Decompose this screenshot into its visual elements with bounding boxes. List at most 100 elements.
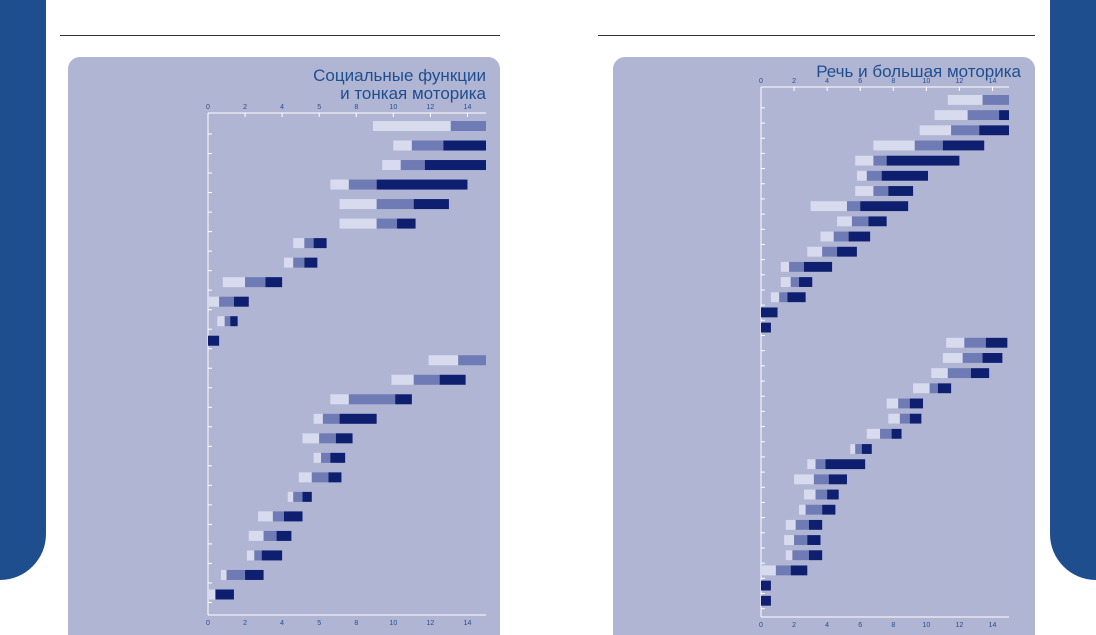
left-chart-bar-dark <box>261 550 283 561</box>
left-chart-bar-dark <box>233 296 249 307</box>
right-chart-x-tick-top: 4 <box>825 78 829 85</box>
left-chart-bar-mid <box>411 140 444 151</box>
left-chart-bar-light <box>283 257 294 268</box>
left-chart-bar-light <box>372 121 451 131</box>
right-chart-x-tick-bottom: 6 <box>858 622 862 629</box>
right-chart-title: Речь и большая моторика <box>816 62 1021 81</box>
right-chart-bar-dark <box>909 413 922 424</box>
left-chart-x-tick-top: 8 <box>354 104 358 111</box>
right-chart-bar-dark <box>860 201 909 212</box>
right-chart-x-tick-bottom: 4 <box>825 622 829 629</box>
right-chart-bar-mid <box>866 170 882 181</box>
left-chart-bar-mid <box>263 530 277 541</box>
right-chart-bar-dark <box>761 595 771 606</box>
right-chart-bar-mid <box>815 489 828 500</box>
left-chart-bar-mid <box>376 218 398 229</box>
left-chart-bar-dark <box>328 472 342 483</box>
left-chart-bar-dark <box>230 316 238 327</box>
right-chart-bar-light <box>799 504 806 515</box>
left-chart-bar-mid <box>376 199 414 210</box>
right-chart-bar-dark <box>868 216 887 227</box>
right-chart-bar-light <box>947 95 983 105</box>
left-chart-bar-light <box>287 491 294 502</box>
right-chart-bar-dark <box>886 155 960 166</box>
right-chart-bar-dark <box>761 580 771 591</box>
right-chart-bar-light <box>886 398 899 409</box>
right-chart-x-tick-bottom: 8 <box>891 622 895 629</box>
right-chart-x-tick-bottom: 14 <box>989 622 997 629</box>
right-chart-bar-mid <box>805 504 823 515</box>
right-chart-bar-mid <box>914 140 943 151</box>
left-chart-bar-dark <box>283 511 303 522</box>
right-chart-bar-mid <box>795 519 809 530</box>
right-chart-bar-light <box>856 170 867 181</box>
right-chart-bar-light <box>837 216 852 227</box>
right-chart-bar-dark <box>979 125 1009 136</box>
right-chart-bar-dark <box>761 307 778 318</box>
right-chart-bar-mid <box>813 474 829 485</box>
left-chart-title-line2: и тонкая моторика <box>340 84 486 103</box>
left-chart-bar-light <box>246 550 255 561</box>
right-chart-bar-mid <box>794 535 808 545</box>
right-chart-bar-dark <box>790 565 808 576</box>
left-chart-x-tick-bottom: 14 <box>464 620 472 627</box>
left-chart-bar-dark <box>208 335 220 346</box>
right-chart-bar-mid <box>898 398 910 409</box>
left-chart-bar-dark <box>302 491 312 502</box>
right-chart-x-tick-bottom: 10 <box>922 622 930 629</box>
left-chart-bar-light <box>222 277 246 288</box>
left-chart-bar-dark <box>313 238 327 249</box>
right-chart-bar-dark <box>891 428 902 439</box>
right-chart-x-tick-bottom: 12 <box>956 622 964 629</box>
right-chart-bar-mid <box>982 95 1009 105</box>
left-chart-bar-dark <box>304 257 318 268</box>
speech-gross-motor-chart-panel: Речь и большая моторика 0 0 2 2 4 4 6 6 8 8 10 10 12… <box>613 57 1035 635</box>
right-chart-x-tick-top: 10 <box>922 78 930 85</box>
left-chart-bar-light <box>298 472 312 483</box>
left-chart-x-tick-top: 10 <box>389 104 397 111</box>
left-chart-bar-light <box>248 530 264 541</box>
left-chart-bar-mid <box>348 394 396 405</box>
left-chart-bar-light <box>428 355 459 366</box>
right-chart-bar-mid <box>815 459 826 470</box>
right-chart-bar-dark <box>881 170 928 181</box>
right-chart-bar-light <box>785 550 793 561</box>
left-chart-x-tick-top: 2 <box>243 104 247 111</box>
left-chart-bar-mid <box>224 316 231 327</box>
right-chart-bar-light <box>873 140 915 151</box>
right-chart-bar-light <box>784 535 795 545</box>
left-chart-bar-light <box>302 433 320 444</box>
left-chart-bar-mid <box>304 238 314 249</box>
right-chart-x-tick-top: 8 <box>891 78 895 85</box>
left-chart-bar-dark <box>397 218 416 229</box>
right-chart-bar-dark <box>761 322 771 333</box>
left-chart-bar-mid <box>254 550 262 561</box>
right-page-edge-tab <box>1050 0 1096 580</box>
right-chart-bar-dark <box>787 292 806 303</box>
right-chart-bar-dark <box>837 246 857 257</box>
left-chart-bar-dark <box>413 199 449 210</box>
left-header-rule <box>60 35 500 36</box>
right-chart-bar-mid <box>947 368 971 379</box>
right-chart-bar-dark <box>808 550 823 561</box>
left-chart-bar-light <box>330 179 349 190</box>
right-chart-bar-mid <box>789 261 804 272</box>
right-chart-bar-mid <box>846 201 861 212</box>
left-chart-bar-light <box>258 511 273 522</box>
left-chart-bar-dark <box>245 569 264 580</box>
right-chart-bar-mid <box>899 413 910 424</box>
right-chart-bar-dark <box>888 186 914 196</box>
left-chart-bar-mid <box>245 277 266 288</box>
left-chart-x-tick-top: 12 <box>427 104 435 111</box>
left-chart-bar-light <box>339 199 377 210</box>
right-chart-bar-light <box>850 444 856 454</box>
right-chart-bar-light <box>919 125 952 136</box>
right-chart-bar-light <box>913 383 930 394</box>
right-chart-bar-dark <box>808 519 823 530</box>
right-chart-bar-mid <box>962 353 983 363</box>
right-chart-bar-mid <box>779 292 788 303</box>
right-chart-bar-light <box>770 292 780 303</box>
left-chart-x-tick-top: 14 <box>464 104 472 111</box>
left-chart-bar-light <box>330 394 349 405</box>
left-chart-bar-light <box>339 218 377 229</box>
